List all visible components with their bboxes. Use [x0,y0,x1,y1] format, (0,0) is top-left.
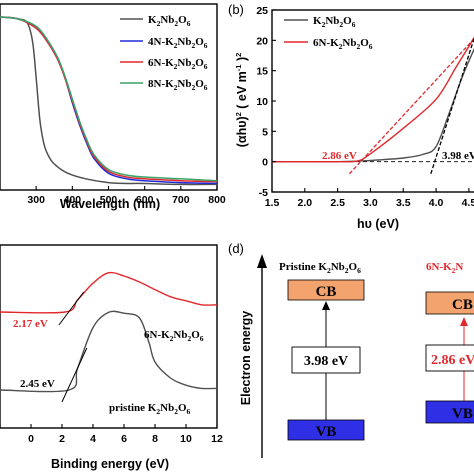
panel-c-tangent-pristine [61,347,88,403]
panel-a-legend: K2Nb2O6 4N-K2Nb2O6 6N-K2Nb2O6 8N-K2Nb2O6 [120,14,208,92]
panel-c-series-group [0,271,218,403]
panel-b-series-k2nb2o6 [271,47,474,163]
panel-b-series-6n-k2nb2o6 [271,36,474,163]
pristine-gap-label: 3.98 eV [304,354,348,369]
doped-vb-label: VB [452,406,473,422]
panel-a-series-8n-k2nb2o6 [0,16,218,182]
panel-b-x-tick-label: 2.5 [330,197,345,209]
panel-c-x-ticks: 0 2 4 6 8 10 12 [0,424,223,445]
panel-c-annot-black: 2.45 eV [20,378,55,390]
panel-c-x-tick-label: 12 [211,433,223,445]
panel-b-fit-line-6n-k2nb2o6 [348,37,474,175]
legend-label-4n: 4N-K2Nb2O6 [148,36,208,50]
panel-b-series-group [271,36,474,175]
panel-b-x-tick-label: 2.0 [298,197,313,209]
panel-a-x-tick-label: 800 [208,194,226,206]
pristine-gap-box [291,346,361,374]
panel-b-x-tick-label: 4.5 [462,197,474,209]
doped-vb-band [425,400,474,424]
panel-b-y-tick-label: 10 [256,96,268,108]
doped-gap-label: 2.86 eV [431,353,474,368]
panel-c-x-tick-label: 0 [28,433,34,445]
panel-b-ticks: 1.5 2.0 2.5 3.0 3.5 4.0 4.5 -5 0 5 10 15 20 25 [256,5,474,209]
panel-a-frame [0,3,218,191]
panel-a-x-tick-label: 700 [172,194,190,206]
legend-label-6n: 6N-K2Nb2O6 [148,57,208,71]
panel-a-series-group [0,16,218,186]
panel-a-x-tick-label: 500 [100,194,118,206]
panel-c-tangent-6n [58,291,85,326]
panel-c: 0 2 4 6 8 10 12 Binding energy (eV) 2.17 eV 2.… [0,244,223,471]
panel-b-fit-line-k2nb2o6 [430,36,474,174]
panel-b-x-tick-label: 3.0 [363,197,378,209]
panel-b-y-tick-label: 20 [256,35,268,47]
pristine-cb-band [287,279,365,301]
panel-d: (d) Electron energy Pristine K2Nb2O6 CB … [228,241,474,458]
pristine-title: Pristine K2Nb2O6 [279,261,361,275]
doped-gap-arrowhead [460,317,468,326]
panel-b-y-tick-label: 25 [256,5,268,17]
panel-c-label-pristine: pristine K2Nb2O6 [109,402,191,416]
panel-c-annot-red: 2.17 eV [13,318,48,330]
panel-b-legend-label-6n: 6N-K2Nb2O6 [313,37,373,51]
doped-gap-box [425,344,474,372]
panel-a: 300 400 500 600 700 800 Wavelength (nm) K2Nb2… [0,3,226,211]
panel-a-x-ticks: 300 400 500 600 700 800 [27,186,226,206]
panel-c-x-tick-label: 10 [180,433,192,445]
panel-b: (b) 1.5 2.0 2.5 3.0 3.5 4.0 4.5 -5 0 5 10 15 20 25 (α… [228,2,474,231]
energy-axis-arrowhead [257,254,267,268]
panel-b-legend-label-k2nb2o6: K2Nb2O6 [313,15,356,29]
panel-c-x-tick-label: 6 [121,433,127,445]
panel-b-x-axis-label: hυ (eV) [357,217,399,231]
panel-d-letter: (d) [228,241,244,256]
panel-b-x-tick-label: 4.0 [429,197,444,209]
panel-b-y-tick-label: 15 [256,66,268,78]
panel-b-x-tick-label: 1.5 [265,197,280,209]
panel-c-x-tick-label: 4 [90,433,96,445]
panel-b-letter: (b) [228,2,244,17]
legend-label-k2nb2o6: K2Nb2O6 [148,14,191,28]
panel-b-legend: K2Nb2O6 6N-K2Nb2O6 [284,15,373,51]
doped-title: 6N-K2N [426,261,463,275]
pristine-vb-label: VB [316,424,337,440]
legend-label-8n: 8N-K2Nb2O6 [148,78,208,92]
panel-c-series-6n-k2nb2o6 [0,271,218,314]
panel-a-x-tick-label: 300 [27,194,45,206]
panel-b-y-tick-label: 0 [262,157,268,169]
panel-b-annot-black: 3.98 eV [442,150,474,162]
panel-b-annot-red: 2.86 eV [322,150,357,162]
pristine-cb-label: CB [316,284,337,300]
panel-c-x-tick-label: 8 [152,433,158,445]
panel-a-x-tick-label: 400 [64,194,82,206]
panel-c-x-axis-label: Binding energy (eV) [51,457,169,471]
panel-b-x-tick-label: 3.5 [396,197,411,209]
panel-b-y-axis-label: (αhυ)2 ( eV m-1 )2 [234,53,249,148]
panel-a-x-tick-label: 600 [136,194,154,206]
doped-cb-band [425,291,474,315]
pristine-gap-arrowhead [322,301,330,310]
panel-b-y-tick-label: 5 [262,126,268,138]
panel-b-y-tick-label: -5 [259,187,268,199]
panel-d-y-axis-label: Electron energy [239,311,253,406]
panel-c-label-6n: 6N-K2Nb2O6 [144,329,204,343]
panel-c-x-tick-label: 2 [59,433,65,445]
panel-b-frame [271,9,474,193]
doped-cb-label: CB [452,297,473,313]
panel-a-x-axis-label: Wavelength (nm) [60,197,160,211]
panel-c-frame [0,244,218,429]
